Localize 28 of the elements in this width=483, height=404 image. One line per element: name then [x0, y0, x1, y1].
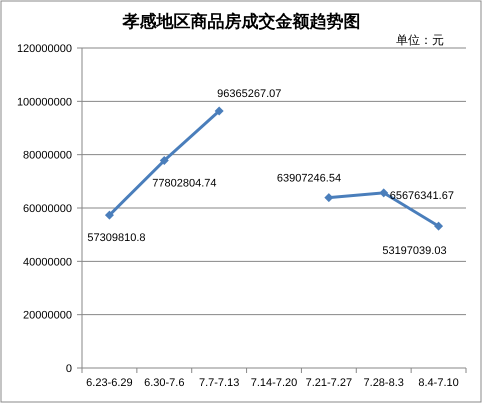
chart-title: 孝感地区商品房成交金额趋势图	[122, 12, 360, 32]
point	[379, 188, 388, 198]
data-label: 96365267.07	[217, 88, 282, 100]
point	[160, 156, 169, 166]
x-tick-label: 7.14-7.20	[250, 377, 298, 389]
y-tick-label: 40000000	[23, 256, 72, 268]
y-tick-label: 60000000	[23, 203, 72, 215]
data-label: 53197039.03	[382, 245, 447, 258]
y-tick-label: 100000000	[16, 96, 72, 108]
y-tick-label: 20000000	[23, 310, 72, 322]
x-tick-label: 6.30-7.6	[144, 377, 184, 389]
point	[214, 106, 224, 116]
y-tick-label: 0	[66, 363, 72, 375]
data-label: 77802804.74	[152, 178, 217, 190]
data-label: 57309810.8	[87, 232, 146, 244]
x-tick-label: 7.21-7.27	[306, 377, 352, 389]
data-label: 63907246.54	[276, 172, 342, 185]
y-tick-label: 80000000	[23, 150, 72, 162]
x-tick-label: 7.7-7.13	[198, 377, 240, 389]
point	[434, 222, 444, 231]
data-label: 65676341.67	[390, 190, 454, 202]
x-tick-label: 7.28-8.3	[364, 377, 404, 389]
point	[104, 210, 114, 220]
x-tick-label: 6.23-6.29	[86, 377, 133, 389]
y-tick-label: 120000000	[16, 43, 72, 55]
text: 单位：元	[396, 33, 444, 47]
x-tick-label: 8.4-7.10	[418, 377, 459, 389]
point	[324, 193, 334, 202]
